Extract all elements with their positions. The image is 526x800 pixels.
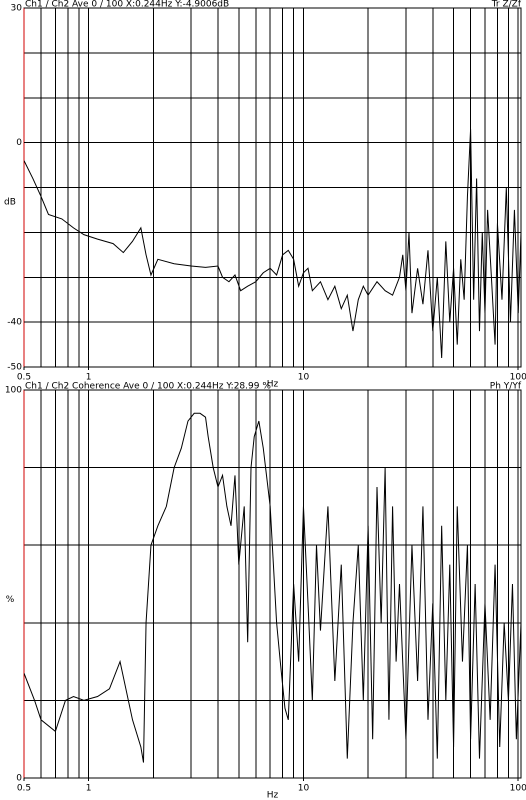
x-tick-label: 1 [86,373,92,383]
chart-panel: Ch1 / Ch2 Ave 0 / 100 X:0.244Hz Y:-4.900… [4,0,526,390]
y-tick-label: -50 [7,363,22,373]
x-tick-label: 100 [510,373,526,383]
x-tick-label: 0.5 [17,373,31,383]
mode-label: Tr Z/Zf [491,0,522,10]
data-line [24,129,521,359]
x-axis-label: Hz [267,791,279,800]
chart-panel: Ch1 / Ch2 Coherence Ave 0 / 100 X:0.244H… [5,382,526,800]
x-tick-label: 100 [510,784,526,794]
mode-label: Ph Y/Yf [490,382,522,392]
y-axis-label: dB [4,197,16,207]
chart-title: Ch1 / Ch2 Ave 0 / 100 X:0.244Hz Y:-4.900… [25,0,229,10]
x-axis-label: Hz [267,380,279,390]
y-tick-label: 100 [5,386,22,396]
chart-title: Ch1 / Ch2 Coherence Ave 0 / 100 X:0.244H… [25,382,271,392]
x-tick-label: 1 [86,784,92,794]
data-line [24,412,521,763]
y-tick-label: 30 [11,4,23,14]
plot-frame [23,389,522,779]
y-tick-label: -40 [7,318,22,328]
y-tick-label: 0 [16,774,22,784]
x-tick-label: 10 [298,784,310,794]
x-tick-label: 10 [298,373,310,383]
x-tick-label: 0.5 [17,784,31,794]
y-tick-label: 0 [16,138,22,148]
y-axis-label: % [6,595,15,605]
